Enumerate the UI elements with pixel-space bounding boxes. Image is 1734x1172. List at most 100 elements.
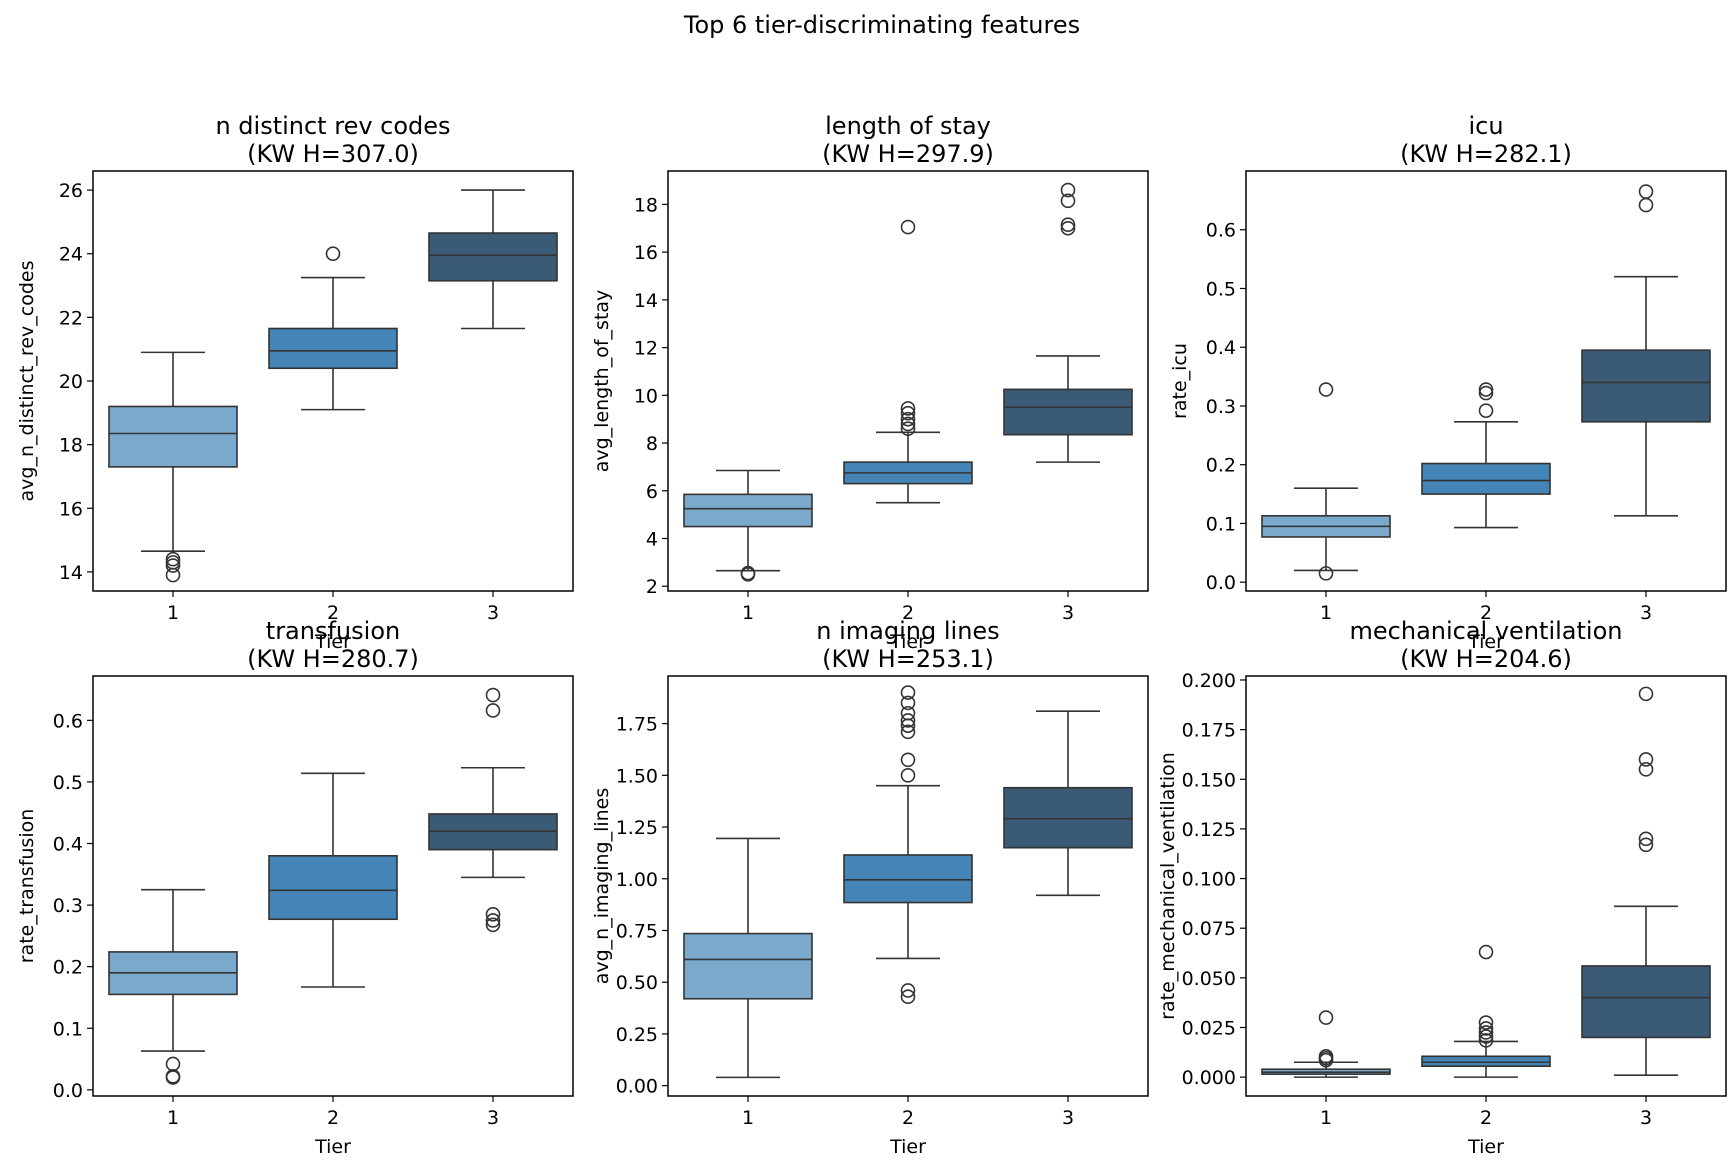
outlier-point (1478, 385, 1494, 401)
x-axis-label: Tier (889, 1136, 926, 1158)
axes-frame (92, 675, 574, 1097)
outlier-point (1478, 1021, 1494, 1036)
outlier-point (485, 907, 501, 922)
outlier-point (900, 752, 916, 768)
y-tick-label: 0.150 (1182, 769, 1236, 791)
outlier-point (1638, 184, 1654, 199)
y-tick-label: 0.4 (1206, 337, 1236, 359)
y-tick-label: 1.75 (616, 714, 658, 736)
iqr-box (1421, 1055, 1551, 1068)
subplot-title-line2: (KW H=297.9) (822, 140, 994, 168)
y-tick-label: 1.50 (616, 765, 658, 787)
outlier-point (900, 219, 916, 235)
iqr-box (108, 405, 238, 468)
outlier-point (900, 724, 916, 740)
box-tier-3 (1581, 184, 1711, 517)
y-tick-label: 0.100 (1182, 869, 1236, 891)
x-tick-label: 1 (1320, 1107, 1332, 1129)
outlier-point (900, 983, 916, 998)
y-tick-label: 0.6 (1206, 220, 1236, 242)
axes-frame (1245, 675, 1727, 1097)
iqr-box (1421, 462, 1551, 495)
outlier-point (1478, 1025, 1494, 1040)
x-tick-label: 2 (902, 1107, 914, 1129)
subplot-5: n imaging lines(KW H=253.1) 0.00 0.25 0.50 0… (591, 617, 1149, 1158)
outlier-point (1478, 403, 1494, 418)
y-tick-label: 0.0 (1206, 572, 1236, 594)
outlier-point (1478, 382, 1494, 397)
outlier-point (485, 917, 501, 933)
x-tick-label: 2 (327, 1107, 339, 1129)
x-tick-label: 3 (1640, 1107, 1652, 1129)
y-axis-label: rate_mechanical_ventilation (1157, 752, 1179, 1020)
y-tick-label: 16 (634, 242, 658, 264)
box-tier-3 (1003, 710, 1133, 897)
y-tick-label: 22 (59, 307, 83, 329)
subplot-title-line1: icu (1468, 112, 1503, 140)
iqr-box (1003, 786, 1133, 849)
box-tier-2 (268, 246, 398, 411)
outlier-point (1060, 217, 1076, 232)
x-axis-label: Tier (889, 631, 926, 653)
box-tier-2 (268, 772, 398, 988)
x-tick-label: 2 (902, 602, 914, 624)
y-tick-label: 0.025 (1182, 1017, 1236, 1039)
subplot-4: transfusion(KW H=280.7) 0.0 0.1 0.2 0.3 0.4 0.… (16, 617, 574, 1158)
x-axis-label: Tier (1467, 1136, 1504, 1158)
y-tick-label: 12 (634, 338, 658, 360)
y-tick-label: 0.0 (53, 1080, 83, 1102)
box-tier-1 (108, 888, 238, 1085)
outlier-point (485, 703, 501, 718)
outlier-point (1638, 762, 1654, 777)
outlier-point (1318, 1048, 1334, 1064)
y-tick-label: 0.2 (1206, 455, 1236, 477)
outlier-point (900, 705, 916, 721)
subplot-6: mechanical ventilation(KW H=204.6) 0.000 0… (1157, 617, 1727, 1158)
outlier-point (1478, 1033, 1494, 1048)
iqr-box (683, 493, 813, 528)
y-tick-label: 0.5 (1206, 278, 1236, 300)
box-tier-3 (428, 687, 558, 933)
outlier-point (165, 1070, 181, 1085)
y-tick-label: 0.3 (1206, 396, 1236, 418)
x-axis-label: Tier (1467, 631, 1504, 653)
box-tier-1 (683, 837, 813, 1079)
x-tick-label: 3 (1640, 602, 1652, 624)
y-tick-label: 16 (59, 498, 83, 520)
y-tick-label: 24 (59, 244, 83, 266)
x-tick-label: 3 (1062, 1107, 1074, 1129)
subplot-title-line1: length of stay (825, 112, 991, 140)
outlier-point (1318, 566, 1334, 581)
box-tier-1 (1261, 382, 1391, 581)
outlier-point (900, 713, 916, 728)
x-tick-label: 3 (1062, 602, 1074, 624)
y-tick-label: 2 (646, 576, 658, 598)
y-tick-label: 0.75 (616, 920, 658, 942)
outlier-point (485, 687, 501, 703)
axes-frame (92, 170, 574, 592)
iqr-box (268, 327, 398, 370)
x-tick-label: 1 (742, 602, 754, 624)
y-axis-label: avg_n_distinct_rev_codes (16, 261, 38, 502)
y-tick-label: 10 (634, 385, 658, 407)
iqr-box (1581, 349, 1711, 423)
iqr-box (1581, 965, 1711, 1039)
box-tier-3 (1003, 182, 1133, 463)
outlier-point (740, 565, 756, 581)
outlier-point (1638, 752, 1654, 767)
subplot-title-line2: (KW H=282.1) (1400, 140, 1572, 168)
y-tick-label: 0.200 (1182, 670, 1236, 692)
box-tier-1 (1261, 1010, 1391, 1078)
box-tier-3 (428, 189, 558, 330)
outlier-point (900, 416, 916, 432)
outlier-point (1318, 1010, 1334, 1025)
outlier-point (900, 421, 916, 437)
outlier-point (1638, 831, 1654, 847)
subplot-grid: n distinct rev codes(KW H=307.0)14161820… (16, 112, 1727, 1158)
x-tick-label: 1 (167, 602, 179, 624)
outlier-point (1638, 837, 1654, 853)
x-tick-label: 2 (1480, 602, 1492, 624)
figure-title: Top 6 tier-discriminating features (683, 11, 1080, 39)
x-tick-label: 1 (1320, 602, 1332, 624)
